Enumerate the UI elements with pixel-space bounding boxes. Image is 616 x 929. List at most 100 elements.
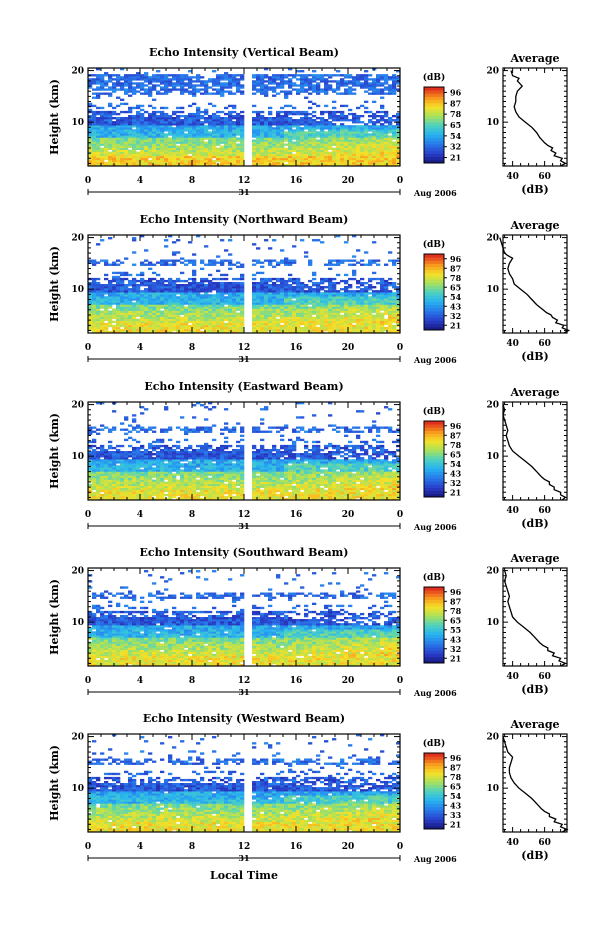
heatmap-cell (272, 147, 277, 150)
heatmap-cell (268, 121, 273, 124)
heatmap-cell (172, 316, 177, 320)
heatmap-cell (92, 153, 97, 157)
heatmap-cell (220, 302, 225, 305)
heatmap-cell (384, 139, 389, 142)
heatmap-cell (148, 288, 153, 291)
heatmap-cell (168, 151, 173, 155)
heatmap-cell (276, 157, 281, 161)
heatmap-cell (96, 82, 101, 85)
heatmap-cell (192, 151, 197, 155)
heatmap-cell (148, 298, 153, 301)
heatmap-cell (280, 277, 285, 281)
heatmap-cell (320, 308, 325, 311)
heatmap-cell (128, 288, 133, 291)
heatmap-cell (352, 147, 357, 150)
heatmap-cell (132, 306, 137, 309)
heatmap-cell (268, 106, 273, 110)
colorbar-segment (424, 311, 444, 315)
heatmap-cell (128, 129, 133, 132)
heatmap-cell (188, 308, 193, 311)
heatmap-cell (216, 157, 221, 161)
heatmap-cell (124, 314, 129, 317)
heatmap-cell (264, 155, 269, 159)
heatmap-cell (332, 147, 337, 150)
heatmap-cell (240, 143, 245, 146)
colorbar-segment (424, 263, 444, 268)
heatmap-cell (140, 318, 145, 322)
heatmap-cell (208, 310, 213, 313)
heatmap-cell (328, 84, 333, 87)
heatmap-cell (344, 153, 349, 157)
heatmap-cell (196, 141, 201, 144)
heatmap-cell (236, 151, 241, 155)
heatmap-cell (300, 316, 305, 320)
heatmap-cell (180, 147, 185, 150)
heatmap-cell (100, 322, 105, 326)
heatmap-cell (140, 127, 145, 130)
heatmap-cell (112, 106, 117, 110)
heatmap-cell (188, 117, 193, 120)
heatmap-cell (320, 110, 325, 114)
heatmap-cell (392, 163, 397, 167)
heatmap-cell (264, 308, 269, 311)
heatmap-cell (380, 141, 385, 144)
heatmap-cell (364, 288, 369, 291)
heatmap-cell (380, 157, 385, 161)
heatmap-cell (240, 163, 245, 167)
heatmap-cell (312, 114, 317, 118)
heatmap-cell (380, 133, 385, 136)
heatmap-cell (328, 133, 333, 136)
heatmap-cell (376, 121, 381, 124)
heatmap-cell (144, 90, 149, 93)
heatmap-cell (304, 131, 309, 134)
heatmap-cell (388, 163, 393, 167)
heatmap-cell (164, 314, 169, 317)
heatmap-cell (132, 90, 137, 93)
heatmap-cell (312, 292, 317, 295)
heatmap-cell (240, 265, 245, 268)
heatmap-cell (252, 318, 257, 322)
heatmap-cell (156, 306, 161, 309)
heatmap-cell (392, 320, 397, 324)
heatmap-cell (104, 143, 109, 146)
heatmap-cell (144, 121, 149, 124)
heatmap-cell (276, 112, 281, 116)
heatmap-cell (224, 324, 229, 328)
heatmap-cell (156, 131, 161, 134)
heatmap-cell (224, 310, 229, 313)
heatmap-cell (132, 161, 137, 165)
heatmap-cell (216, 114, 221, 118)
heatmap-cell (312, 326, 317, 330)
heatmap-cell (188, 261, 193, 264)
heatmap-cell (92, 302, 97, 305)
heatmap-cell (284, 318, 289, 322)
heatmap-cell (368, 78, 373, 81)
heatmap-cell (220, 159, 225, 163)
colorbar-segment (424, 257, 444, 261)
heatmap-cell (360, 314, 365, 317)
heatmap-cell (228, 163, 233, 167)
heatmap-cell (376, 137, 381, 140)
heatmap-cell (320, 241, 325, 244)
heatmap-cell (132, 159, 137, 163)
heatmap-cell (92, 112, 97, 116)
heatmap-cell (160, 320, 165, 324)
average-title: Average (509, 52, 559, 65)
heatmap-cell (396, 78, 401, 81)
heatmap-cell (324, 149, 329, 153)
heatmap-cell (228, 74, 233, 77)
heatmap-cell (308, 322, 313, 326)
heatmap-cell (92, 143, 97, 146)
heatmap-cell (152, 288, 157, 291)
heatmap-cell (272, 265, 277, 268)
heatmap-cell (188, 259, 193, 262)
heatmap-cell (348, 157, 353, 161)
heatmap-cell (284, 149, 289, 153)
heatmap-cell (336, 318, 341, 322)
colorbar-segment (424, 307, 444, 312)
heatmap-cell (132, 133, 137, 136)
heatmap-cell (148, 308, 153, 311)
heatmap-cell (216, 129, 221, 132)
heatmap-cell (232, 78, 237, 81)
heatmap-cell (352, 143, 357, 146)
